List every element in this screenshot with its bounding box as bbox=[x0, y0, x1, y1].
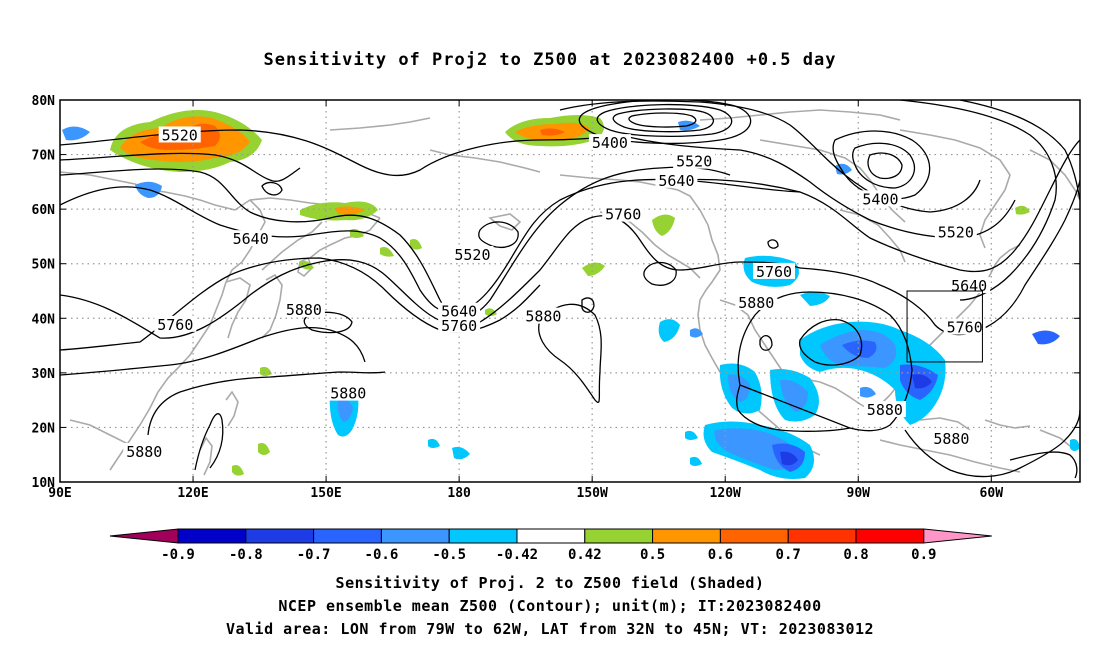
lon-label: 90E bbox=[48, 486, 71, 501]
colorbar-segment bbox=[516, 528, 586, 544]
contour-label: 5880 bbox=[525, 308, 561, 326]
colorbar-end-high bbox=[923, 528, 992, 544]
contour-label-bg bbox=[438, 316, 481, 333]
contour-label-bg bbox=[158, 126, 201, 143]
colorbar-segment bbox=[177, 528, 247, 544]
contour-label: 5880 bbox=[330, 385, 366, 403]
colorbar-end-low bbox=[109, 528, 179, 544]
lon-label: 60W bbox=[980, 486, 1004, 501]
contour-label: 5880 bbox=[867, 401, 903, 419]
contour-label: 5880 bbox=[286, 301, 322, 319]
contour-label-bg bbox=[123, 442, 166, 459]
colorbar-label: 0.7 bbox=[776, 547, 801, 563]
contour-label-bg bbox=[673, 152, 716, 169]
colorbar-segment bbox=[313, 528, 382, 544]
contour-label: 5400 bbox=[592, 134, 628, 152]
contour-label-bg bbox=[522, 307, 565, 324]
contour-label: 5760 bbox=[157, 316, 193, 334]
sensitivity-shading bbox=[62, 109, 1080, 479]
contour-label-bg bbox=[930, 429, 973, 446]
colorbar-label: -0.6 bbox=[365, 547, 399, 563]
lat-label: 40N bbox=[32, 312, 56, 327]
contour-labels: 5520564058805760588058805400552056405760… bbox=[123, 126, 991, 461]
contour-label: 5400 bbox=[862, 190, 898, 208]
contour-label: 5520 bbox=[938, 224, 974, 242]
z500-contours bbox=[60, 100, 1080, 479]
contour-label-bg bbox=[863, 400, 906, 417]
contour-label-bg bbox=[948, 277, 991, 294]
lat-label: 60N bbox=[32, 203, 56, 218]
colorbar-segment bbox=[652, 528, 721, 544]
lon-label: 120E bbox=[177, 486, 208, 501]
lat-label: 80N bbox=[32, 94, 56, 109]
caption-shaded: Sensitivity of Proj. 2 to Z500 field (Sh… bbox=[335, 574, 765, 592]
contour-label-bg bbox=[229, 230, 272, 247]
colorbar-label: -0.8 bbox=[229, 547, 263, 563]
contour-label: 5760 bbox=[605, 206, 641, 224]
colorbar-label: -0.7 bbox=[297, 547, 331, 563]
contour-label: 5520 bbox=[454, 246, 490, 264]
contour-label-bg bbox=[859, 190, 902, 207]
contour-label-bg bbox=[602, 205, 645, 222]
contour-label: 5640 bbox=[951, 277, 987, 295]
contour-label: 5880 bbox=[933, 430, 969, 448]
lon-label: 150W bbox=[577, 486, 608, 501]
colorbar-segment bbox=[448, 528, 518, 544]
contour-label: 5880 bbox=[126, 443, 162, 461]
contour-label-bg bbox=[327, 384, 370, 401]
contour-label: 5520 bbox=[162, 126, 198, 144]
lon-label: 90W bbox=[847, 486, 871, 501]
contour-label-bg bbox=[588, 134, 631, 151]
colorbar-label: 0.5 bbox=[640, 547, 665, 563]
lon-label: 150E bbox=[310, 486, 341, 501]
contour-label-bg bbox=[451, 245, 494, 262]
colorbar-segment bbox=[245, 528, 315, 544]
colorbar: -0.9 -0.8 -0.7 -0.6 -0.5 -0.42 0.42 0.5 0.6 0.7 0.… bbox=[109, 528, 992, 563]
lon-label: 180 bbox=[447, 486, 471, 501]
contour-label: 5640 bbox=[658, 172, 694, 190]
colorbar-segment bbox=[584, 528, 654, 544]
contour-label-bg bbox=[753, 262, 795, 279]
colorbar-label: 0.8 bbox=[843, 547, 868, 563]
contour-label-bg bbox=[154, 315, 197, 332]
lat-label: 10N bbox=[32, 476, 56, 491]
colorbar-label: -0.5 bbox=[432, 547, 466, 563]
colorbar-label: -0.42 bbox=[496, 547, 538, 563]
lat-label: 70N bbox=[32, 149, 56, 164]
contour-label: 5760 bbox=[756, 263, 792, 281]
contour-label: 5640 bbox=[233, 230, 269, 248]
lat-label: 30N bbox=[32, 367, 56, 382]
contour-label-bg bbox=[934, 223, 977, 240]
lat-label: 50N bbox=[32, 258, 56, 273]
valid-area-box bbox=[906, 290, 983, 363]
colorbar-segment bbox=[787, 528, 857, 544]
caption-contour: NCEP ensemble mean Z500 (Contour); unit(… bbox=[278, 597, 822, 615]
contour-label-bg bbox=[655, 171, 698, 188]
map-frame bbox=[59, 99, 1081, 483]
contour-label: 5880 bbox=[738, 294, 774, 312]
lon-label: 120W bbox=[710, 486, 741, 501]
contour-label-bg bbox=[282, 301, 325, 318]
contour-label-bg bbox=[438, 302, 481, 319]
colorbar-segment bbox=[719, 528, 789, 544]
map-title: Sensitivity of Proj2 to Z500 at 20230824… bbox=[263, 50, 837, 70]
colorbar-label: 0.6 bbox=[708, 547, 733, 563]
contour-label: 5640 bbox=[441, 303, 477, 321]
colorbar-label: 0.42 bbox=[568, 547, 602, 563]
caption-valid-area: Valid area: LON from 79W to 62W, LAT fro… bbox=[225, 620, 875, 638]
colorbar-segment bbox=[380, 528, 450, 544]
colorbar-label: 0.9 bbox=[911, 547, 936, 563]
contour-label-bg bbox=[943, 318, 986, 335]
contour-label: 5520 bbox=[676, 153, 712, 171]
contour-label: 5760 bbox=[947, 319, 983, 337]
contour-label: 5760 bbox=[441, 317, 477, 335]
contour-label-bg bbox=[735, 294, 778, 311]
lat-label: 20N bbox=[32, 421, 56, 436]
colorbar-segment bbox=[855, 528, 925, 544]
colorbar-label: -0.9 bbox=[161, 547, 195, 563]
